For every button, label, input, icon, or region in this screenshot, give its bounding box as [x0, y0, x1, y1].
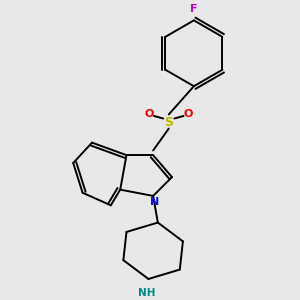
Text: F: F [190, 4, 198, 14]
Text: S: S [164, 116, 173, 129]
Text: O: O [184, 110, 193, 119]
Text: N: N [150, 196, 159, 207]
Text: O: O [145, 110, 154, 119]
Text: NH: NH [138, 288, 156, 298]
